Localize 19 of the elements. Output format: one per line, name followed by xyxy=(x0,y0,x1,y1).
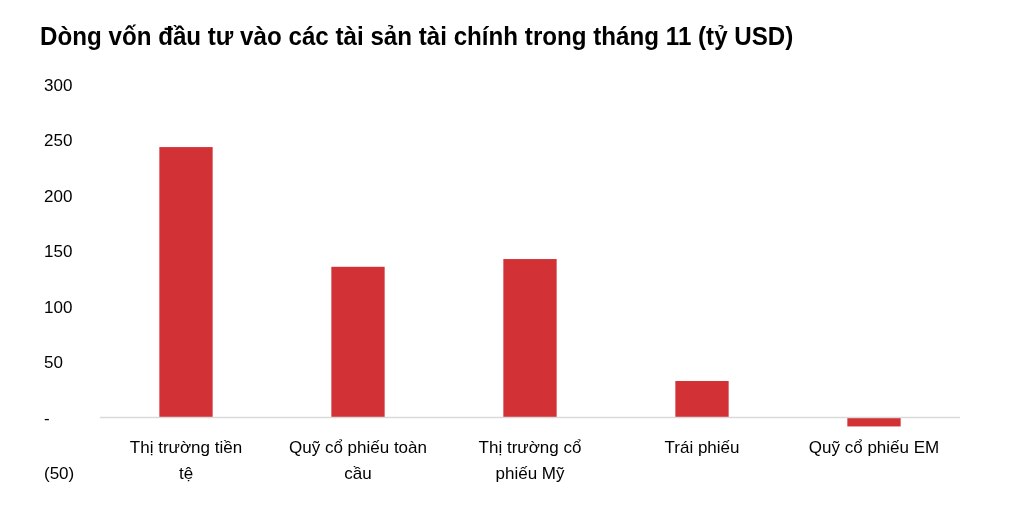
x-tick-label: Thị trường cổ phiếu Mỹ xyxy=(478,437,582,483)
y-tick-label: - xyxy=(44,408,50,428)
x-tick-label: Quỹ cổ phiếu toàn cầu xyxy=(289,437,427,483)
bar xyxy=(159,147,213,418)
y-tick-label: (50) xyxy=(44,463,75,483)
x-tick-label: Thị trường tiền tệ xyxy=(129,437,243,483)
x-tick-label: Trái phiếu xyxy=(664,437,740,457)
y-tick-label: 250 xyxy=(44,131,73,151)
bar xyxy=(331,266,385,418)
bar xyxy=(503,259,557,418)
y-tick-label: 200 xyxy=(44,186,73,206)
bar xyxy=(847,417,901,427)
x-tick-label: Quỹ cổ phiếu EM xyxy=(808,437,940,457)
y-tick-label: 50 xyxy=(44,353,63,373)
y-tick-label: 100 xyxy=(44,297,73,317)
bar xyxy=(675,380,729,418)
y-tick-label: 150 xyxy=(44,242,73,262)
chart-title: Dòng vốn đầu tư vào các tài sản tài chính trong tháng 11 (tỷ USD) xyxy=(40,21,794,51)
y-tick-label: 300 xyxy=(44,75,73,95)
